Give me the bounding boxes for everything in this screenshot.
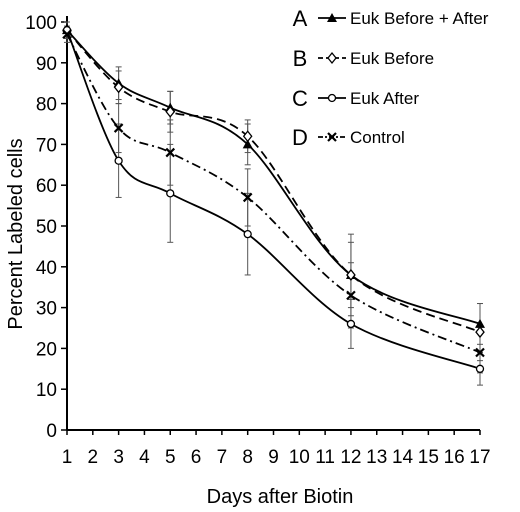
y-tick-label: 60 — [36, 176, 57, 197]
data-point-a — [242, 139, 253, 149]
legend: A Euk Before + After B Euk Before C Euk After… — [292, 6, 489, 150]
x-tick-label: 11 — [315, 447, 335, 468]
marker-stroke — [165, 147, 176, 158]
y-tick-label: 30 — [36, 299, 57, 320]
y-axis-title: Percent Labeled cells — [5, 138, 27, 329]
legend-entry-d: D Control — [292, 125, 405, 150]
y-axis-ticks: 0 10 20 30 40 50 60 70 80 90 100 — [25, 13, 67, 442]
legend-marker — [327, 132, 337, 142]
x-axis-title: Days after Biotin — [207, 486, 354, 508]
y-tick-label: 50 — [36, 217, 57, 238]
x-tick-label: 5 — [165, 447, 176, 468]
y-tick-label: 20 — [36, 339, 57, 360]
legend-label: Euk Before — [350, 49, 434, 68]
y-tick-label: 100 — [25, 13, 57, 34]
y-tick-label: 40 — [36, 258, 57, 279]
chart-axes — [66, 16, 480, 431]
legend-letter: B — [293, 46, 308, 71]
series-lines — [66, 29, 481, 370]
y-tick-label: 90 — [36, 54, 57, 75]
marker-stroke — [113, 123, 124, 133]
data-point-d — [113, 123, 124, 133]
legend-marker — [327, 51, 337, 65]
marker-stroke — [475, 347, 485, 358]
legend-entry-b: B Euk Before — [293, 46, 434, 71]
x-tick-label: 15 — [418, 447, 439, 468]
data-point-b — [165, 105, 176, 118]
x-tick-label: 13 — [366, 447, 387, 468]
x-tick-label: 2 — [88, 447, 99, 468]
x-tick-label: 6 — [191, 447, 202, 468]
data-point-d — [242, 192, 253, 203]
legend-label: Euk Before + After — [350, 9, 489, 28]
x-tick-label: 9 — [268, 447, 279, 468]
series-line-d — [66, 33, 481, 354]
data-point-c — [346, 319, 356, 329]
data-point-b — [475, 326, 485, 339]
x-tick-label: 1 — [62, 447, 73, 468]
data-point-c — [114, 156, 123, 165]
legend-letter: C — [292, 86, 308, 111]
data-point-c — [166, 189, 175, 198]
legend-letter: A — [293, 6, 308, 31]
data-point-d — [62, 29, 72, 40]
x-tick-label: 7 — [217, 447, 228, 468]
series-line-b — [66, 29, 481, 333]
marker-stroke — [62, 29, 72, 40]
marker-stroke — [242, 192, 253, 203]
data-point-a — [475, 318, 485, 328]
series-line-c — [66, 29, 481, 370]
data-point-b — [113, 81, 124, 94]
data-point-d — [475, 347, 485, 358]
legend-marker — [327, 13, 337, 22]
legend-label: Euk After — [350, 89, 419, 108]
data-point-b — [346, 268, 356, 282]
x-tick-label: 12 — [340, 447, 361, 468]
data-point-d — [165, 147, 176, 158]
legend-label: Control — [350, 128, 405, 147]
x-tick-label: 14 — [392, 447, 414, 468]
legend-letter: D — [292, 125, 308, 150]
x-tick-label: 3 — [113, 447, 124, 468]
marker-stroke — [346, 290, 356, 301]
error-bars — [64, 21, 483, 386]
data-point-d — [346, 290, 356, 301]
legend-entry-a: A Euk Before + After — [293, 6, 489, 31]
y-tick-label: 0 — [46, 421, 57, 442]
y-tick-label: 70 — [36, 135, 57, 156]
data-point-c — [243, 230, 252, 239]
y-tick-label: 80 — [36, 95, 57, 116]
x-tick-label: 4 — [139, 447, 150, 468]
x-tick-label: 16 — [444, 447, 465, 468]
x-tick-label: 10 — [289, 447, 310, 468]
data-point-c — [475, 364, 485, 373]
x-axis-ticks: 1 2 3 4 5 6 7 8 9 10 11 12 13 14 15 16 17 — [62, 430, 491, 468]
marker-stroke — [327, 132, 337, 142]
series-markers — [62, 24, 485, 373]
legend-entry-c: C Euk After — [292, 86, 419, 111]
x-tick-label: 8 — [242, 447, 253, 468]
y-tick-label: 10 — [36, 380, 57, 401]
legend-marker — [327, 93, 337, 103]
series-line-a — [66, 29, 481, 325]
x-tick-label: 17 — [469, 447, 490, 468]
data-point-b — [242, 130, 253, 143]
